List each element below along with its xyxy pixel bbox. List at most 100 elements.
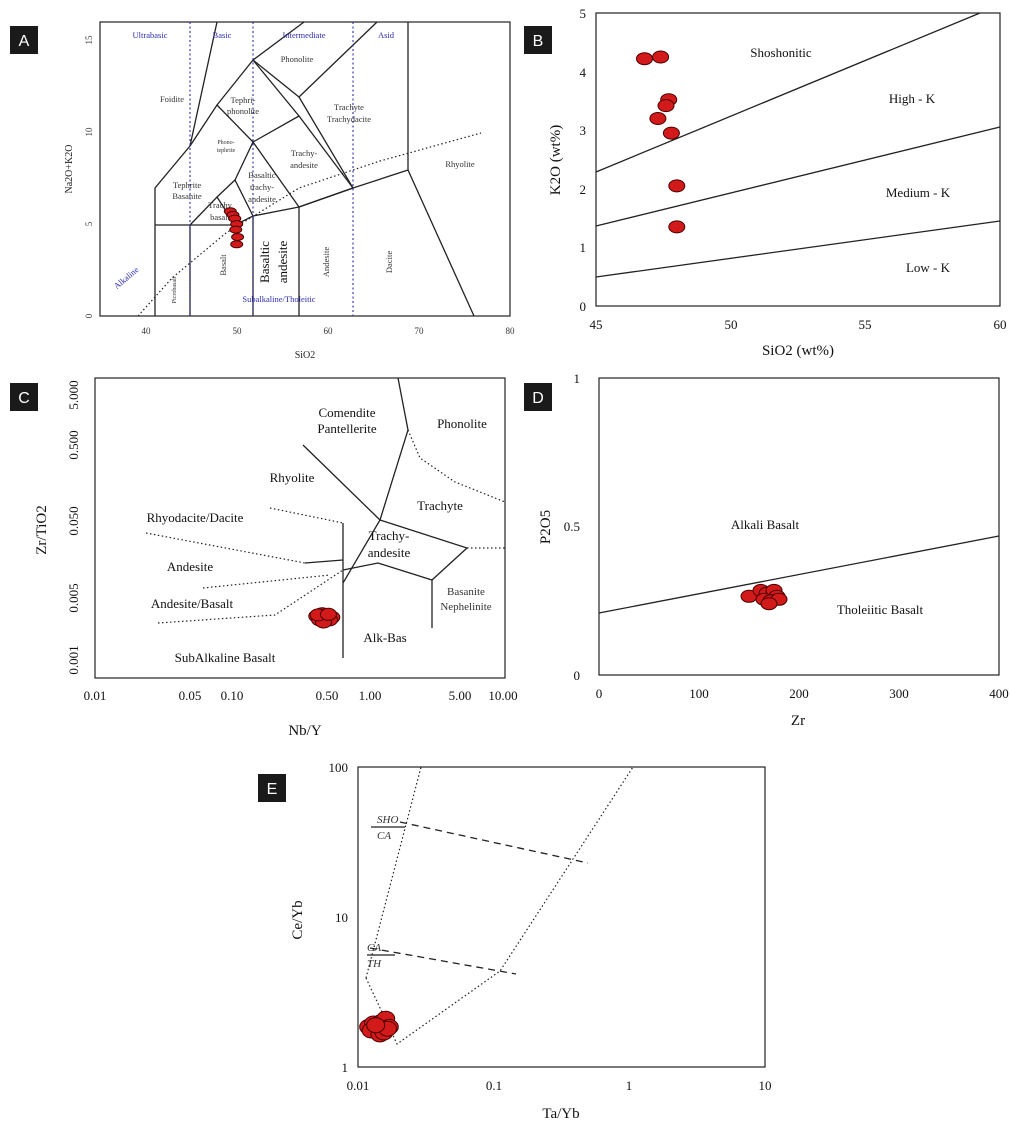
y-tick-label: 10 xyxy=(84,127,94,137)
x-tick-label: 300 xyxy=(889,686,909,701)
plot-frame-b xyxy=(595,12,1001,307)
data-points xyxy=(359,1010,399,1043)
field-label: High - K xyxy=(889,91,936,106)
field-label: Shoshonitic xyxy=(750,45,812,60)
field-label: Foidite xyxy=(160,94,184,104)
y-ticks: 0.001 0.005 0.050 0.500 5.000 xyxy=(66,380,81,674)
field-label: Alkali Basalt xyxy=(731,517,800,532)
x-tick-label: 5.00 xyxy=(449,688,472,703)
y-tick-label: 1 xyxy=(342,1060,349,1075)
field-label: andesite xyxy=(290,160,318,170)
field-label: TH xyxy=(367,958,382,970)
x-tick-label: 60 xyxy=(324,326,334,336)
x-tick-label: 50 xyxy=(725,317,738,332)
data-point xyxy=(229,225,243,234)
x-tick-label: 10.00 xyxy=(488,688,517,703)
field-label: Pantellerite xyxy=(317,421,376,436)
field-label: Low - K xyxy=(906,260,951,275)
field-label: Basanite xyxy=(447,586,485,598)
x-ticks: 0.01 0.1 1 10 xyxy=(347,1078,772,1093)
y-tick-label: 4 xyxy=(580,65,587,80)
chart-c: C Comendite Pantellerite Phonolite Rhyol… xyxy=(10,377,518,739)
x-tick-label: 0.01 xyxy=(84,688,107,703)
field-label: Nephelinite xyxy=(440,601,491,613)
x-axis-label: SiO2 xyxy=(295,350,316,361)
data-points xyxy=(636,50,686,234)
y-ticks: 0 1 2 3 4 5 xyxy=(580,6,587,314)
data-point xyxy=(230,240,244,249)
field-label: SHO xyxy=(377,814,398,826)
field-label: Trachyte xyxy=(334,102,364,112)
field-label: Tephri- xyxy=(231,95,256,105)
field-label: Medium - K xyxy=(886,185,951,200)
field-label: Basanite xyxy=(172,191,201,201)
field-label: Trachy xyxy=(208,200,233,210)
y-axis-label: Na2O+K2O xyxy=(64,145,75,194)
panel-badge-d xyxy=(524,383,552,411)
chart-e: E SHO CA CA TH 0.01 0.1 1 10 1 10 100 Ta… xyxy=(258,760,772,1122)
plot-frame-c xyxy=(94,377,506,679)
field-label: Picrobasalt xyxy=(172,276,178,303)
x-axis-label: Nb/Y xyxy=(288,723,322,739)
y-tick-label: 0.5 xyxy=(564,519,580,534)
x-axis-label: Ta/Yb xyxy=(542,1106,579,1122)
field-label: Tephrite xyxy=(173,180,201,190)
panel-badge-b-text: B xyxy=(533,33,544,50)
panel-badge-e xyxy=(258,774,286,802)
data-point xyxy=(231,233,245,241)
header-label: Basic xyxy=(213,30,232,40)
data-point xyxy=(662,126,680,140)
y-axis-label: Ce/Yb xyxy=(290,900,306,939)
y-tick-label: 5.000 xyxy=(66,380,81,409)
data-points xyxy=(308,607,341,629)
x-tick-label: 0.05 xyxy=(179,688,202,703)
y-ticks: 0 5 10 15 xyxy=(84,35,94,318)
field-label: phonolite xyxy=(227,106,259,116)
x-tick-label: 0 xyxy=(596,686,603,701)
data-point xyxy=(760,597,778,611)
data-point xyxy=(319,607,337,621)
x-tick-label: 10 xyxy=(759,1078,772,1093)
winchester-fields xyxy=(145,377,506,658)
basalt-labels: Alkali Basalt Tholeiitic Basalt xyxy=(731,517,924,617)
x-tick-label: 1 xyxy=(626,1078,633,1093)
y-tick-label: 15 xyxy=(84,35,94,45)
field-label: Andesite/Basalt xyxy=(151,596,234,611)
x-tick-label: 40 xyxy=(142,326,152,336)
x-ticks: 40 50 60 70 80 xyxy=(142,326,516,336)
x-tick-label: 80 xyxy=(506,326,516,336)
k-series-labels: Shoshonitic High - K Medium - K Low - K xyxy=(750,45,950,275)
data-point xyxy=(657,99,675,113)
rock-series-labels: SHO CA CA TH xyxy=(367,814,398,970)
y-tick-label: 2 xyxy=(580,182,587,197)
x-tick-label: 60 xyxy=(994,317,1007,332)
x-axis-label: SiO2 (wt%) xyxy=(762,343,834,359)
plot-frame-d xyxy=(598,377,1000,676)
panel-badge-c xyxy=(10,383,38,411)
y-tick-label: 0.500 xyxy=(66,430,81,459)
x-tick-label: 100 xyxy=(689,686,709,701)
panel-badge-b xyxy=(524,26,552,54)
x-tick-label: 200 xyxy=(789,686,809,701)
k-series-boundaries xyxy=(595,12,1001,278)
header-label: Intermediate xyxy=(283,30,326,40)
y-tick-label: 0.001 xyxy=(66,645,81,674)
header-label: Ultrabasic xyxy=(133,30,168,40)
field-label: Rhyolite xyxy=(445,159,475,169)
field-label: CA xyxy=(377,830,391,842)
basalt-boundary xyxy=(598,535,1000,614)
field-label: Comendite xyxy=(318,405,375,420)
y-axis-label: P2O5 xyxy=(538,510,554,544)
data-point xyxy=(366,1017,386,1034)
winchester-labels: Comendite Pantellerite Phonolite Rhyolit… xyxy=(147,405,492,665)
y-tick-label: 3 xyxy=(580,123,587,138)
field-label: andesite xyxy=(248,194,276,204)
y-axis-label: K2O (wt%) xyxy=(548,125,564,195)
field-label: Phonolite xyxy=(437,416,487,431)
field-label: Alk-Bas xyxy=(363,630,406,645)
x-tick-label: 400 xyxy=(989,686,1009,701)
x-tick-label: 0.10 xyxy=(221,688,244,703)
y-tick-label: 0 xyxy=(580,299,587,314)
field-label: Rhyolite xyxy=(270,470,315,485)
y-tick-label: 1 xyxy=(574,371,581,386)
